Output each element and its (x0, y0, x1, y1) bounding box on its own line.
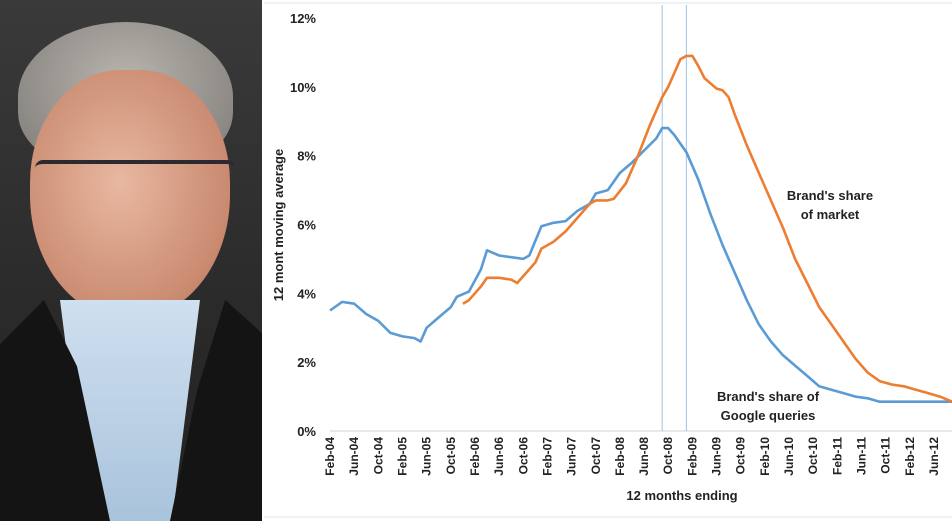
google-queries-line (329, 126, 952, 404)
y-tick-label: 4% (297, 286, 316, 301)
x-tick-label: Feb-05 (395, 437, 409, 476)
x-axis-label: 12 months ending (626, 488, 737, 503)
x-tick-label: Feb-04 (323, 437, 337, 476)
y-tick-label: 0% (297, 424, 316, 439)
portrait-photo (0, 0, 262, 521)
x-tick-label: Oct-08 (661, 437, 675, 475)
x-tick-label: Oct-10 (806, 437, 820, 475)
x-tick-label: Feb-10 (758, 437, 772, 476)
market-series-label-line2: of market (801, 207, 860, 222)
y-axis-label: 12 mont moving average (271, 149, 286, 301)
x-tick-label: Jun-06 (492, 437, 506, 476)
x-tick-label: Jun-12 (927, 437, 941, 476)
x-tick-label: Feb-07 (540, 437, 554, 476)
photo-glasses (35, 160, 235, 198)
x-tick-label: Oct-06 (516, 437, 530, 475)
market-share-line (462, 54, 952, 403)
photo-face (30, 70, 230, 320)
x-tick-label: Feb-11 (830, 437, 844, 475)
x-tick-label: Jun-04 (347, 437, 361, 476)
x-tick-label: Oct-04 (371, 437, 385, 475)
x-tick-label: Oct-09 (734, 437, 748, 475)
x-tick-label: Oct-11 (879, 437, 893, 474)
x-tick-label: Oct-05 (444, 437, 458, 475)
x-tick-label: Jun-11 (855, 437, 869, 475)
google-series-label-line2: Google queries (721, 408, 816, 423)
x-tick-label: Feb-12 (903, 437, 917, 476)
x-tick-label: Jun-09 (710, 437, 724, 476)
y-tick-label: 8% (297, 149, 316, 164)
y-tick-label: 12% (290, 11, 316, 26)
x-tick-label: Jun-08 (637, 437, 651, 476)
google-series-label-line1: Brand's share of (717, 389, 820, 404)
y-tick-label: 2% (297, 355, 316, 370)
x-tick-label: Jun-05 (420, 437, 434, 476)
line-chart: 0% 2% 4% 6% 8% 10% 12% Feb-04 Jun-04 Oct-04 Feb-0… (264, 2, 952, 518)
y-tick-label: 6% (297, 218, 316, 233)
y-tick-label: 10% (290, 80, 316, 95)
x-tick-label: Oct-07 (589, 437, 603, 475)
market-series-label-line1: Brand's share (787, 188, 873, 203)
x-tick-label: Jun-07 (565, 437, 579, 476)
x-tick-label: Feb-08 (613, 437, 627, 476)
x-tick-label: Feb-06 (468, 437, 482, 476)
x-tick-label: Jun-10 (782, 437, 796, 476)
x-tick-label: Feb-09 (685, 437, 699, 476)
